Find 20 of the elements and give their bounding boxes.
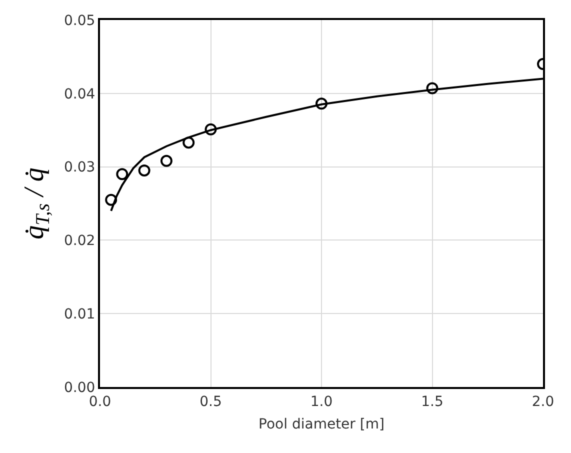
point (116, 168, 128, 180)
point (316, 98, 328, 110)
point (160, 154, 172, 167)
y-tick-label: 0.02 (64, 233, 96, 250)
point (105, 194, 118, 206)
y-tick-label: 0.05 (64, 12, 96, 29)
x-tick-label: 1.0 (310, 394, 333, 410)
y-tick-label: 0.04 (64, 86, 96, 102)
x-axis-title: Pool diameter [m] (258, 416, 384, 433)
point (182, 136, 195, 149)
y-tick-label: 0.01 (64, 306, 96, 322)
x-tick-label: 1.5 (421, 394, 444, 410)
x-tick-label: 0.0 (88, 394, 112, 410)
y-tick-label: 0.03 (64, 160, 96, 176)
point (204, 123, 217, 136)
x-tick-label: 2.0 (532, 394, 554, 410)
y-tick-label: 0.00 (64, 380, 96, 396)
x-tick-label: 0.5 (200, 394, 222, 410)
point (138, 164, 150, 176)
point (426, 82, 438, 94)
